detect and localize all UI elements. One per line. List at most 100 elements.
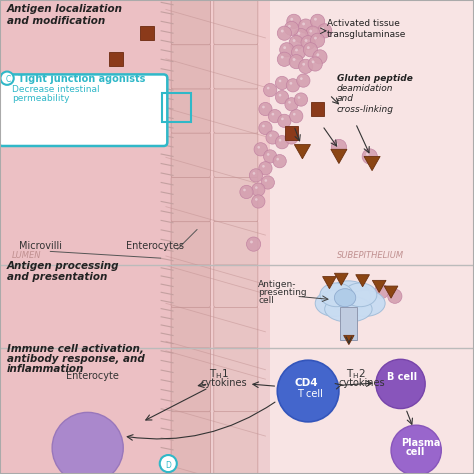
Circle shape bbox=[277, 52, 292, 66]
Text: Immune cell activation,: Immune cell activation, bbox=[7, 344, 144, 354]
Text: Decrease intestinal: Decrease intestinal bbox=[12, 85, 100, 94]
FancyBboxPatch shape bbox=[109, 52, 123, 66]
Circle shape bbox=[314, 18, 317, 21]
Circle shape bbox=[252, 183, 265, 196]
FancyBboxPatch shape bbox=[214, 265, 258, 307]
Circle shape bbox=[335, 143, 338, 146]
Circle shape bbox=[285, 98, 298, 111]
Circle shape bbox=[298, 96, 301, 99]
Ellipse shape bbox=[345, 290, 385, 317]
Circle shape bbox=[259, 102, 272, 116]
Circle shape bbox=[293, 113, 296, 116]
Circle shape bbox=[304, 39, 308, 42]
Circle shape bbox=[254, 143, 267, 156]
FancyBboxPatch shape bbox=[340, 307, 357, 340]
Circle shape bbox=[294, 93, 308, 106]
Text: Antigen localization: Antigen localization bbox=[7, 4, 123, 14]
Text: and modification: and modification bbox=[7, 16, 105, 26]
FancyBboxPatch shape bbox=[270, 265, 474, 348]
FancyBboxPatch shape bbox=[171, 410, 210, 474]
Circle shape bbox=[374, 284, 389, 299]
Circle shape bbox=[249, 169, 263, 182]
Text: cytokines: cytokines bbox=[201, 378, 247, 388]
Circle shape bbox=[269, 134, 272, 137]
Text: antibody response, and: antibody response, and bbox=[7, 354, 145, 364]
FancyBboxPatch shape bbox=[311, 102, 324, 116]
Circle shape bbox=[308, 57, 322, 71]
Circle shape bbox=[257, 146, 260, 149]
Circle shape bbox=[277, 26, 292, 40]
Text: permeability: permeability bbox=[12, 94, 69, 103]
Circle shape bbox=[362, 149, 377, 164]
FancyBboxPatch shape bbox=[171, 88, 210, 133]
Circle shape bbox=[331, 139, 346, 155]
Circle shape bbox=[281, 30, 283, 33]
Text: Microvilli: Microvilli bbox=[19, 241, 62, 251]
FancyBboxPatch shape bbox=[0, 74, 167, 146]
Circle shape bbox=[262, 125, 265, 128]
Circle shape bbox=[243, 189, 246, 191]
Circle shape bbox=[259, 162, 272, 175]
Ellipse shape bbox=[334, 289, 356, 307]
FancyBboxPatch shape bbox=[171, 44, 210, 89]
Circle shape bbox=[253, 172, 255, 175]
Text: Antigen processing: Antigen processing bbox=[7, 261, 119, 271]
Circle shape bbox=[299, 59, 313, 73]
FancyBboxPatch shape bbox=[214, 132, 258, 177]
FancyBboxPatch shape bbox=[171, 221, 210, 266]
Circle shape bbox=[292, 58, 296, 61]
Circle shape bbox=[391, 425, 441, 474]
Circle shape bbox=[277, 360, 339, 422]
Circle shape bbox=[276, 158, 279, 161]
Text: T$_{\rm H}$2: T$_{\rm H}$2 bbox=[346, 367, 366, 381]
Circle shape bbox=[307, 46, 310, 49]
FancyBboxPatch shape bbox=[171, 348, 210, 411]
Circle shape bbox=[302, 63, 305, 66]
Circle shape bbox=[300, 77, 303, 80]
Text: and: and bbox=[337, 94, 354, 103]
Polygon shape bbox=[373, 280, 386, 292]
Text: inflammation: inflammation bbox=[7, 364, 84, 374]
FancyBboxPatch shape bbox=[0, 348, 175, 474]
Text: Enterocyte: Enterocyte bbox=[66, 371, 119, 381]
Circle shape bbox=[303, 43, 318, 57]
FancyBboxPatch shape bbox=[171, 306, 210, 349]
Circle shape bbox=[250, 241, 253, 244]
Text: deamidation: deamidation bbox=[337, 84, 393, 93]
Circle shape bbox=[366, 153, 369, 155]
Circle shape bbox=[295, 49, 298, 52]
Circle shape bbox=[275, 136, 289, 149]
FancyBboxPatch shape bbox=[214, 88, 258, 133]
Polygon shape bbox=[344, 336, 354, 345]
Circle shape bbox=[311, 61, 315, 64]
FancyBboxPatch shape bbox=[171, 265, 210, 307]
Circle shape bbox=[261, 176, 274, 189]
Circle shape bbox=[278, 114, 291, 128]
Text: T$_{\rm H}$1: T$_{\rm H}$1 bbox=[209, 367, 228, 381]
FancyBboxPatch shape bbox=[0, 348, 474, 474]
Circle shape bbox=[288, 134, 291, 137]
Circle shape bbox=[275, 76, 289, 90]
Circle shape bbox=[310, 14, 325, 28]
Text: CD4: CD4 bbox=[295, 378, 319, 388]
Circle shape bbox=[272, 113, 274, 116]
FancyBboxPatch shape bbox=[171, 132, 210, 177]
Polygon shape bbox=[384, 286, 398, 298]
Circle shape bbox=[246, 237, 261, 251]
Circle shape bbox=[262, 106, 265, 109]
Circle shape bbox=[289, 55, 303, 69]
Text: LUMEN: LUMEN bbox=[12, 251, 41, 260]
Polygon shape bbox=[335, 273, 348, 285]
Circle shape bbox=[288, 25, 291, 28]
Ellipse shape bbox=[344, 283, 377, 307]
Circle shape bbox=[264, 150, 277, 163]
Circle shape bbox=[240, 185, 253, 199]
Circle shape bbox=[280, 43, 294, 57]
Circle shape bbox=[281, 118, 284, 120]
Text: T cell: T cell bbox=[297, 389, 323, 399]
Circle shape bbox=[287, 14, 301, 28]
Text: SUBEPITHELIUM: SUBEPITHELIUM bbox=[337, 251, 404, 260]
Ellipse shape bbox=[325, 296, 372, 322]
FancyBboxPatch shape bbox=[214, 44, 258, 89]
Circle shape bbox=[302, 23, 305, 26]
